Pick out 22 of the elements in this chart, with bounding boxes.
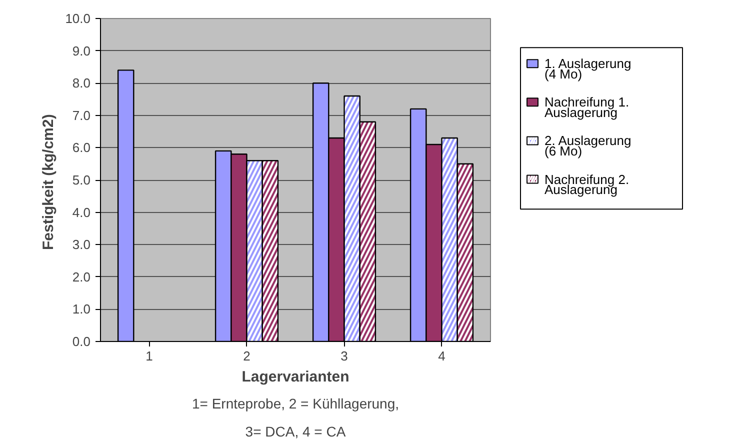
y-tick-label: 5.0: [72, 172, 91, 188]
x-tick-label: 1: [146, 348, 153, 364]
y-tick-label: 7.0: [72, 108, 91, 123]
x-tick-label: 4: [438, 348, 446, 364]
legend-label: Nachreifung 2. Auslagerung: [544, 172, 630, 197]
x-tick-label: 2: [243, 348, 250, 364]
y-tick-label: 8.0: [72, 76, 91, 91]
y-tick-label: 4.0: [72, 204, 91, 220]
legend-label: Nachreifung 1. Auslagerung: [544, 94, 630, 120]
y-tick-label: 9.0: [72, 43, 91, 58]
y-tick-label: 2.0: [72, 269, 91, 284]
y-tick-label: 10.0: [65, 11, 91, 26]
x-axis-title: Lagervarianten: [242, 368, 350, 386]
text: 1= Ernteprobe, 2 = Kühllagerung, 3= DCA, 4 = CA: [192, 396, 400, 440]
y-tick-label: 1.0: [72, 302, 91, 317]
y-tick-label: 6.0: [72, 140, 91, 156]
legend-label: 2. Auslagerung (6 Mo): [544, 133, 632, 158]
y-axis-title: Festigkeit (kg/cm2): [40, 114, 58, 250]
y-tick-label: 3.0: [72, 237, 91, 252]
legend-label: 1. Auslagerung (4 Mo): [544, 56, 632, 82]
y-tick-label: 0.0: [72, 334, 91, 349]
x-tick-label: 3: [340, 348, 348, 364]
